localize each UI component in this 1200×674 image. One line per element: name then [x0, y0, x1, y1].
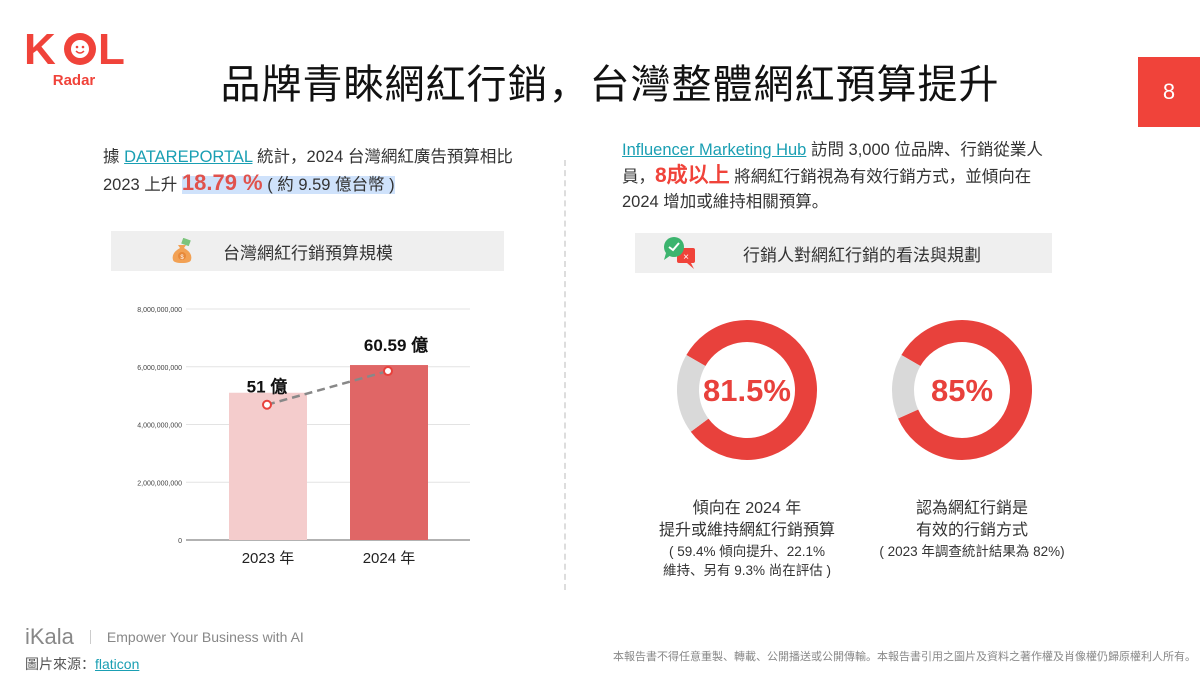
donut-caption-budget: 傾向在 2024 年 提升或維持網紅行銷預算 ( 59.4% 傾向提升、22.1…: [637, 498, 857, 580]
y-tick-label: 4,000,000,000: [137, 423, 182, 430]
marketer-section-header: × 行銷人對網紅行銷的看法與規劃: [635, 233, 1052, 273]
budget-section-header: $ 台灣網紅行銷預算規模: [111, 231, 504, 271]
data-point: [383, 366, 393, 377]
ikala-logo: iKala: [25, 624, 74, 649]
source-label: 圖片來源：: [25, 656, 95, 672]
image-source: 圖片來源：flaticon: [25, 654, 139, 674]
caption-line: 提升或維持網紅行銷預算: [658, 522, 835, 539]
datareportal-link[interactable]: DATAREPORTAL: [124, 148, 253, 166]
svg-text:$: $: [180, 255, 184, 261]
highlight-stat: 8成以上: [655, 164, 730, 187]
influencer-marketing-hub-link[interactable]: Influencer Marketing Hub: [622, 141, 807, 159]
y-tick-label: 6,000,000,000: [137, 365, 182, 372]
disclaimer: 本報告書不得任意重製、轉載、公開播送或公開傳輸。本報告書引用之圖片及資料之著作權…: [613, 651, 1196, 663]
caption-note: ( 2023 年調查統計結果為 82%): [879, 544, 1065, 559]
data-label: 60.59 億: [364, 335, 428, 355]
donut-chart-budget: 81.5%: [677, 320, 817, 460]
text: 訪問 3,000 位品牌、行銷從業人員，: [622, 141, 1043, 186]
page-title: 品牌青睞網紅行銷，台灣整體網紅預算提升: [220, 63, 1000, 107]
flaticon-link[interactable]: flaticon: [95, 656, 140, 672]
donut-center-label: 81.5%: [703, 373, 791, 408]
caption-line: 認為網紅行銷是: [915, 500, 1028, 517]
section-title: 行銷人對網紅行銷的看法與規劃: [743, 245, 981, 265]
y-tick-label: 2,000,000,000: [137, 480, 182, 487]
caption-note: 維持、另有 9.3% 尚在評估 ): [662, 563, 832, 578]
y-tick-label: 0: [178, 538, 182, 545]
donut-chart-effective: 85%: [892, 320, 1032, 460]
x-tick-label: 2024 年: [363, 550, 416, 567]
page-number: 8: [1138, 57, 1200, 127]
text: 據: [103, 148, 125, 166]
right-summary: Influencer Marketing Hub 訪問 3,000 位品牌、行銷…: [622, 138, 1062, 215]
tagline: Empower Your Business with AI: [89, 630, 304, 644]
donut-segment-rest: [677, 355, 709, 432]
svg-text:L: L: [98, 25, 125, 74]
svg-text:×: ×: [683, 252, 689, 263]
svg-text:Radar: Radar: [53, 72, 96, 89]
text: 統計，2024 台灣網紅廣告預算相比 2023 上升: [103, 148, 513, 194]
caption-line: 傾向在 2024 年: [692, 500, 802, 517]
data-point: [262, 399, 272, 410]
y-tick-label: 8,000,000,000: [137, 307, 182, 314]
data-label: 51 億: [247, 377, 288, 397]
chat-check-cross-icon: ×: [664, 237, 695, 269]
bar-2: [350, 365, 428, 540]
money-bag-icon: $: [172, 238, 192, 263]
text: 將網紅行銷視為有效行銷方式，並傾向在 2024 增加或維持相關預算。: [622, 168, 1032, 211]
budget-bar-chart: 0 2,000,000,000 4,000,000,000 6,000,000,000…: [137, 307, 470, 567]
caption-note: ( 59.4% 傾向提升、22.1%: [668, 544, 826, 559]
highlight: 18.79 % ( 約 9.59 億台幣 ): [181, 170, 395, 195]
trend-line: [266, 369, 389, 406]
donut-segment-value: [898, 320, 1032, 460]
left-summary: 據 DATAREPORTAL 統計，2024 台灣網紅廣告預算相比 2023 上…: [103, 145, 523, 198]
donut-segment-value: [686, 320, 817, 460]
donut-segment-rest: [892, 355, 921, 419]
donut-center-label: 85%: [931, 373, 993, 408]
caption-line: 有效的行銷方式: [915, 522, 1028, 539]
kol-radar-logo: K L Radar: [24, 25, 125, 89]
footer-brand: iKala Empower Your Business with AI: [25, 624, 304, 650]
donut-caption-effective: 認為網紅行銷是 有效的行銷方式 ( 2023 年調查統計結果為 82%): [862, 498, 1082, 561]
text: ( 約 9.59 億台幣 ): [262, 176, 395, 194]
x-tick-label: 2023 年: [242, 550, 295, 567]
section-title: 台灣網紅行銷預算規模: [223, 243, 393, 263]
svg-text:K: K: [24, 25, 56, 74]
growth-rate: 18.79 %: [181, 170, 263, 195]
divider: [564, 160, 566, 590]
bar-1: [229, 392, 307, 540]
